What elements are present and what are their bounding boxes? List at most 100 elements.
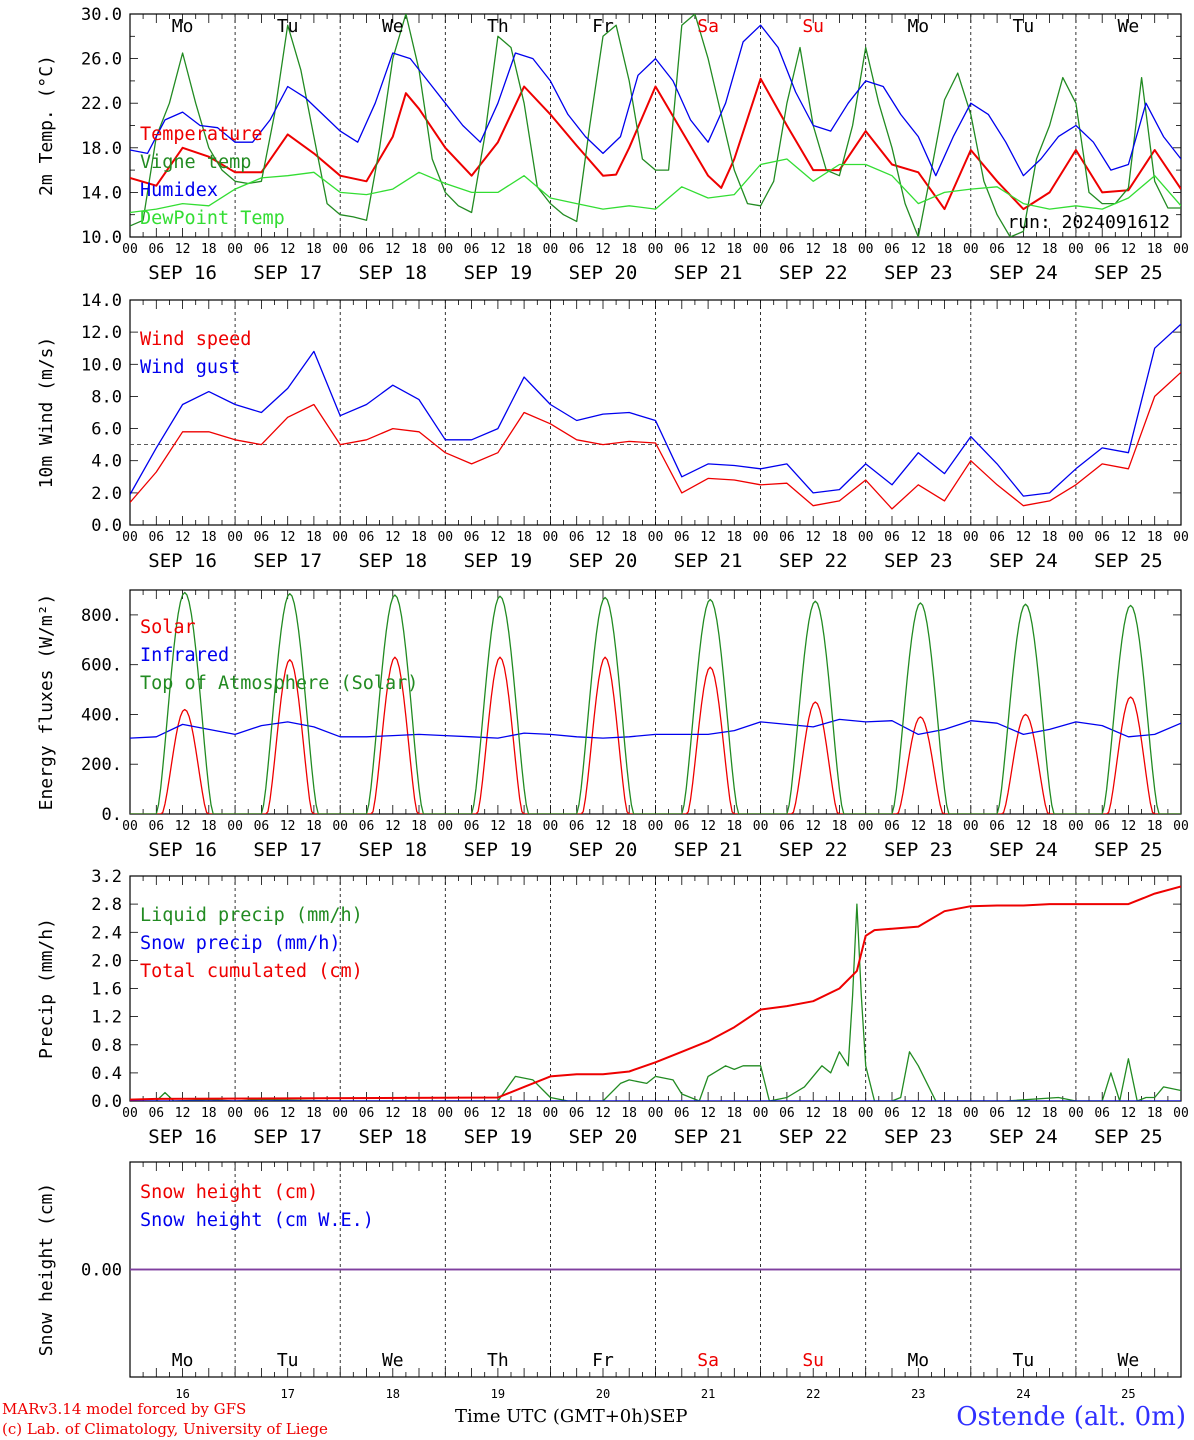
chart-panel-4: 0.0 0.4 0.8 1.2 1.6 2.0 2.4 2.8 3.2 Precip (mm/h)… <box>36 867 1189 1148</box>
hour-tick-label: 18 <box>832 530 848 545</box>
hour-tick-label: 12 <box>175 242 191 257</box>
weekday-label: Tu <box>277 1350 299 1371</box>
legend-entry-2: Snow height (cm W.E.) <box>140 1210 374 1231</box>
hour-tick-label: 06 <box>254 530 270 545</box>
day-number-label: 21 <box>701 1387 715 1401</box>
hour-tick-label: 00 <box>648 242 664 257</box>
date-label: SEP 24 <box>989 839 1058 861</box>
hour-tick-label: 06 <box>464 1106 480 1121</box>
time-axis-title-text: Time UTC (GMT+0h) <box>455 1406 650 1427</box>
legend-entry-2: Snow precip (mm/h) <box>140 933 340 954</box>
y-tick-label: 22.0 <box>81 94 122 114</box>
hour-tick-label: 12 <box>385 530 401 545</box>
date-label: SEP 24 <box>989 550 1058 572</box>
hour-tick-label: 12 <box>175 1106 191 1121</box>
y-tick-label: 8.0 <box>91 387 122 407</box>
date-label: SEP 25 <box>1094 839 1163 861</box>
hour-tick-label: 18 <box>201 1106 217 1121</box>
legend-entry-2: Vigne temp <box>140 152 251 173</box>
date-label: SEP 23 <box>884 262 953 284</box>
hour-tick-label: 06 <box>148 530 164 545</box>
hour-tick-label: 06 <box>674 1106 690 1121</box>
date-label: SEP 24 <box>989 262 1058 284</box>
hour-tick-label: 00 <box>122 819 138 834</box>
y-axis-label: Snow height (cm) <box>36 1183 57 1356</box>
day-number-label: 24 <box>1016 1387 1030 1401</box>
hour-tick-label: 18 <box>306 242 322 257</box>
hour-tick-label: 06 <box>464 530 480 545</box>
date-label: SEP 18 <box>358 1126 427 1148</box>
hour-tick-label: 18 <box>1147 530 1163 545</box>
legend-entry-1: Liquid precip (mm/h) <box>140 905 363 926</box>
y-tick-label: 600. <box>81 656 122 676</box>
series-line-4 <box>130 158 1181 214</box>
hour-tick-label: 12 <box>1121 819 1137 834</box>
date-label: SEP 18 <box>358 550 427 572</box>
hour-tick-label: 12 <box>595 242 611 257</box>
y-tick-label: 400. <box>81 705 122 725</box>
date-label: SEP 18 <box>358 262 427 284</box>
weekday-label: Sa <box>697 1350 719 1371</box>
y-tick-label: 30.0 <box>81 5 122 25</box>
hour-tick-label: 06 <box>1094 1106 1110 1121</box>
station-label: Ostende (alt. 0m) <box>956 1402 1186 1432</box>
y-tick-label: 0.8 <box>91 1036 122 1056</box>
hour-tick-label: 00 <box>543 819 559 834</box>
hour-tick-label: 00 <box>858 1106 874 1121</box>
hour-tick-label: 18 <box>726 1106 742 1121</box>
hour-tick-label: 18 <box>937 819 953 834</box>
day-number-label: 16 <box>175 1387 189 1401</box>
series-line-2 <box>130 14 1181 237</box>
weekday-label: Mo <box>907 16 929 37</box>
hour-tick-label: 06 <box>569 1106 585 1121</box>
hour-tick-label: 06 <box>779 1106 795 1121</box>
hour-tick-label: 00 <box>648 530 664 545</box>
date-label: SEP 22 <box>779 839 848 861</box>
hour-tick-label: 12 <box>1016 819 1032 834</box>
hour-tick-label: 06 <box>464 819 480 834</box>
date-label: SEP 19 <box>464 262 533 284</box>
date-label: SEP 22 <box>779 550 848 572</box>
hour-tick-label: 18 <box>1147 1106 1163 1121</box>
y-tick-label: 2.0 <box>91 484 122 504</box>
y-tick-label: 10.0 <box>81 355 122 375</box>
hour-tick-label: 00 <box>963 1106 979 1121</box>
hour-tick-label: 00 <box>437 530 453 545</box>
plot-frame <box>129 299 1182 526</box>
hour-tick-label: 00 <box>963 530 979 545</box>
legend-entry-2: Infrared <box>140 645 229 666</box>
hour-tick-label: 12 <box>910 530 926 545</box>
date-label: SEP 19 <box>464 1126 533 1148</box>
y-tick-label: 2.8 <box>91 895 122 915</box>
weekday-label: Tu <box>1013 16 1035 37</box>
day-number-label: 17 <box>280 1387 294 1401</box>
hour-tick-label: 18 <box>621 530 637 545</box>
hour-tick-label: 18 <box>832 1106 848 1121</box>
hour-tick-label: 12 <box>805 530 821 545</box>
hour-tick-label: 06 <box>779 819 795 834</box>
hour-tick-label: 12 <box>175 819 191 834</box>
hour-tick-label: 18 <box>726 530 742 545</box>
date-label: SEP 21 <box>674 550 743 572</box>
date-label: SEP 16 <box>148 1126 217 1148</box>
weekday-label: Su <box>802 16 824 37</box>
hour-tick-label: 00 <box>437 1106 453 1121</box>
hour-tick-label: 12 <box>595 530 611 545</box>
hour-tick-label: 12 <box>1016 1106 1032 1121</box>
hour-tick-label: 12 <box>805 242 821 257</box>
hour-tick-label: 06 <box>359 1106 375 1121</box>
y-axis-label: 2m Temp. (°C) <box>36 55 57 196</box>
date-label: SEP 20 <box>569 839 638 861</box>
hour-tick-label: 00 <box>543 530 559 545</box>
lab-credit: (c) Lab. of Climatology, University of L… <box>2 1420 328 1438</box>
hour-tick-label: 12 <box>595 1106 611 1121</box>
hour-tick-label: 06 <box>779 530 795 545</box>
date-label: SEP 23 <box>884 550 953 572</box>
y-tick-label: 10.0 <box>81 228 122 248</box>
hour-tick-label: 00 <box>753 1106 769 1121</box>
hour-tick-label: 12 <box>490 242 506 257</box>
model-credit: MARv3.14 model forced by GFS <box>2 1400 247 1418</box>
y-tick-label: 14.0 <box>81 291 122 311</box>
legend-entry-3: Humidex <box>140 180 218 201</box>
day-number-label: 20 <box>596 1387 610 1401</box>
